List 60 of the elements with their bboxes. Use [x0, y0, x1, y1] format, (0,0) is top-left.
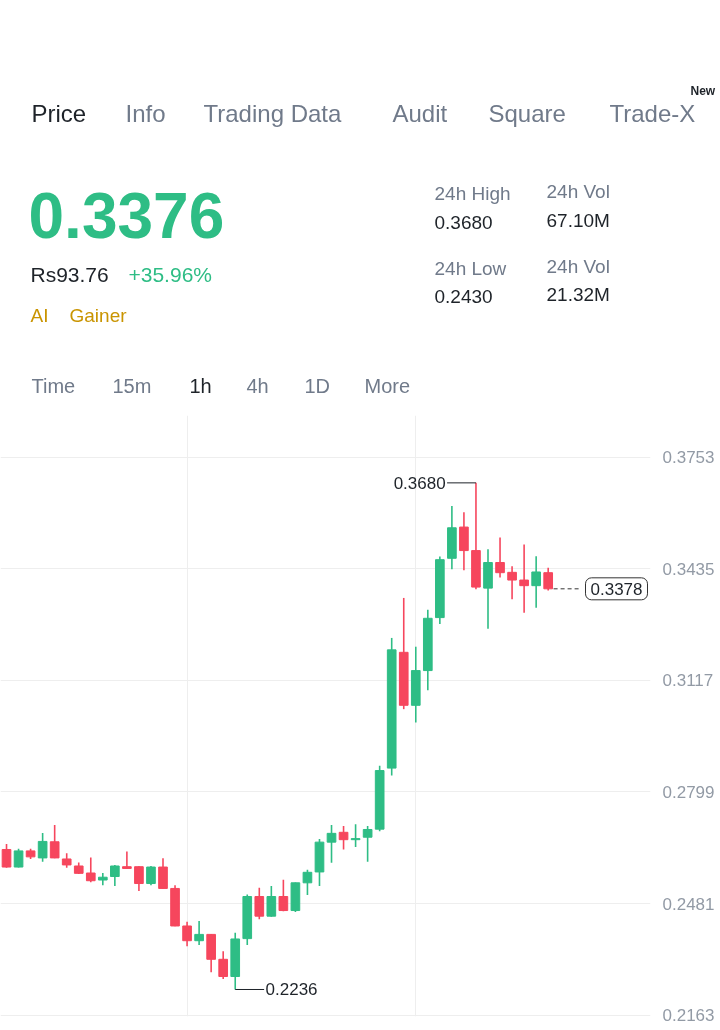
candlestick — [218, 950, 229, 980]
candlestick — [362, 825, 373, 863]
text: AI — [30, 305, 49, 326]
text: +35.96% — [128, 263, 212, 286]
candlestick — [519, 543, 529, 614]
y-tick-label: 0.3117 — [662, 671, 714, 691]
text: Price — [31, 100, 87, 127]
text: 24h High — [434, 183, 511, 204]
text: 1D — [304, 374, 331, 397]
text: 4h — [246, 374, 269, 397]
text: Time — [31, 374, 76, 397]
candlestick — [543, 566, 554, 592]
candlestick — [302, 869, 313, 896]
candlestick — [531, 555, 541, 609]
text: Gainer — [69, 305, 128, 326]
text: Info — [125, 100, 166, 127]
text: 24h Vol — [546, 256, 610, 277]
text: 24h Low — [434, 258, 507, 279]
text: 0.3680 — [434, 212, 493, 233]
candlestick — [338, 825, 349, 851]
text: 67.10M — [546, 210, 610, 231]
candlestick — [194, 920, 204, 946]
text: 1h — [189, 374, 212, 397]
candlestick — [37, 832, 48, 863]
text: More — [364, 374, 411, 397]
candlestick — [85, 856, 96, 883]
text: 0.3376 — [28, 180, 225, 252]
candlestick — [266, 885, 277, 918]
y-tick-label: 0.2481 — [662, 894, 715, 914]
text: 24h Vol — [546, 181, 610, 202]
text: 15m — [112, 374, 152, 397]
candlestick — [13, 848, 24, 869]
candlestick — [134, 865, 144, 892]
candlestick — [278, 878, 289, 913]
candlestick — [326, 824, 337, 864]
text: 0.2430 — [434, 286, 493, 307]
candlestick — [495, 536, 505, 579]
candlestick — [350, 823, 361, 848]
text: New — [690, 83, 716, 98]
candlestick — [507, 565, 517, 601]
candlestick — [254, 886, 265, 921]
text: Trading Data — [203, 100, 342, 127]
text: 21.32M — [546, 284, 610, 305]
y-tick-label: 0.2799 — [662, 782, 715, 802]
y-tick-label: 0.2163 — [662, 1006, 715, 1026]
annotation: 0.3680 — [393, 473, 446, 493]
candlestick — [459, 511, 469, 572]
text: Trade-X — [609, 100, 696, 127]
y-tick-label: 0.3435 — [662, 559, 715, 579]
ref-line-label: 0.3378 — [590, 579, 643, 599]
candlestick — [182, 920, 192, 948]
text: Square — [488, 100, 566, 127]
text: Rs93.76 — [30, 263, 109, 286]
y-tick-label: 0.3753 — [662, 448, 715, 468]
candlestick — [122, 850, 132, 870]
candlestick — [158, 857, 168, 890]
candlestick — [49, 824, 60, 860]
text: Audit — [392, 100, 448, 127]
candlestick — [1, 843, 12, 869]
annotation: 0.2236 — [265, 980, 318, 1000]
